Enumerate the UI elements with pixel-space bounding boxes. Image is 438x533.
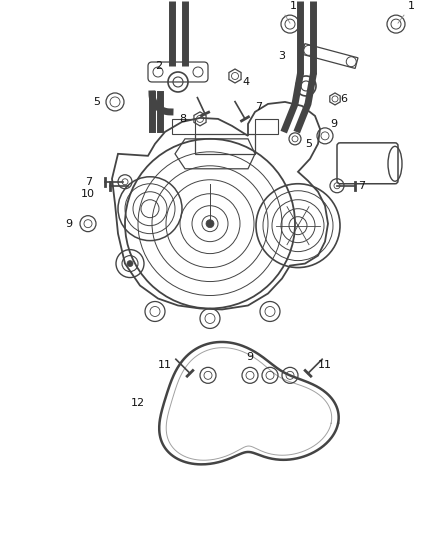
Text: 6: 6 — [340, 94, 347, 104]
Text: 9: 9 — [65, 219, 72, 229]
Circle shape — [206, 220, 214, 228]
Text: 4: 4 — [242, 77, 249, 87]
Text: 11: 11 — [318, 360, 332, 370]
Text: 9: 9 — [330, 119, 337, 129]
Text: 7: 7 — [85, 177, 92, 187]
Text: 5: 5 — [305, 139, 312, 149]
Text: 1: 1 — [290, 1, 297, 11]
Circle shape — [127, 261, 133, 266]
Text: 10: 10 — [81, 189, 95, 199]
Text: 5: 5 — [93, 97, 100, 107]
Text: 3: 3 — [278, 51, 285, 61]
Text: 11: 11 — [158, 360, 172, 370]
Text: 9: 9 — [247, 352, 254, 362]
Text: 7: 7 — [358, 181, 365, 191]
Text: 8: 8 — [179, 114, 186, 124]
Text: 2: 2 — [155, 61, 162, 71]
Text: 1: 1 — [408, 1, 415, 11]
Text: 12: 12 — [131, 398, 145, 408]
Text: 7: 7 — [255, 102, 262, 112]
